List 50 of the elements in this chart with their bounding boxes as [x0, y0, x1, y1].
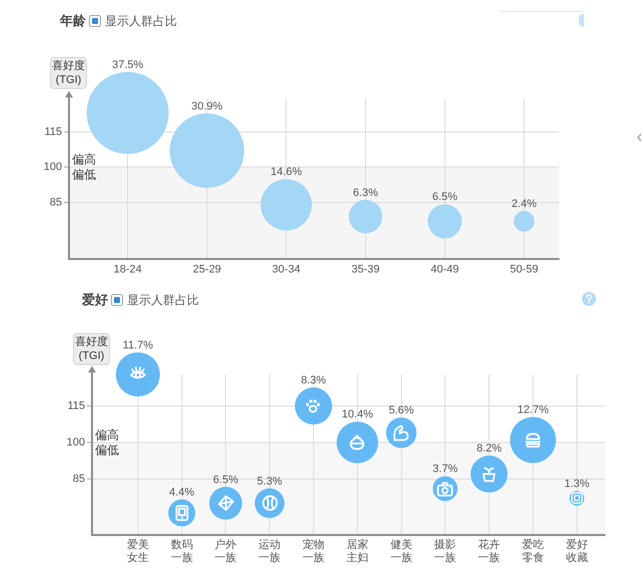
data-label: 11.7%	[122, 339, 154, 352]
y-tick-label: 100	[44, 161, 62, 174]
x-tick-label: 18-24	[114, 263, 142, 276]
x-tick-label: 宠物一族	[302, 538, 324, 564]
data-label: 3.7%	[432, 463, 458, 476]
x-tick-label: 爱好收藏	[566, 538, 588, 564]
x-tick-label: 户外一族	[214, 538, 237, 564]
data-label: 12.7%	[517, 404, 549, 416]
x-tick-label: 25-29	[192, 263, 222, 276]
y-tick-label: 100	[66, 436, 85, 448]
y-tick-label: 85	[50, 196, 62, 208]
x-tick-label: 50-59	[510, 263, 538, 276]
x-tick-label: 数码一族	[170, 539, 193, 564]
data-label: 5.6%	[388, 404, 414, 416]
x-tick-label: 运动一族	[258, 538, 281, 564]
data-label: 8.3%	[300, 374, 326, 386]
band-label: 偏低	[95, 442, 119, 457]
x-tick-label: 居家主妇	[346, 538, 368, 564]
chart-title: 年龄	[60, 13, 86, 29]
data-label: 6.5%	[432, 191, 458, 204]
data-label: 1.3%	[564, 478, 590, 490]
annotation: 偏高	[95, 428, 119, 442]
chart-title: 爱好	[82, 292, 108, 308]
band-label: 偏低	[72, 167, 96, 182]
data-label: 8.2%	[476, 442, 502, 455]
x-tick-label: 40-49	[430, 263, 459, 276]
data-label: 2.4%	[512, 198, 537, 210]
y-tick-label: 115	[67, 400, 85, 412]
x-tick-label: 健美一族	[390, 538, 412, 564]
data-label: 6.3%	[353, 186, 378, 199]
data-label: 6.5%	[213, 474, 238, 486]
x-tick-label: 30-34	[272, 263, 300, 276]
data-label: 30.9%	[191, 100, 223, 112]
data-label: 4.4%	[169, 486, 195, 498]
x-tick-label: 35-39	[351, 263, 380, 276]
y-axis-title: 喜好度 (TGI)	[73, 333, 110, 365]
text: 显示人群占比	[105, 13, 177, 29]
data-label: 14.6%	[270, 166, 302, 178]
y-tick-label: 115	[44, 126, 62, 138]
x-tick-label: 摄影一族	[434, 539, 456, 564]
x-tick-label: 爱美女生	[126, 538, 149, 564]
annotation: 偏高	[72, 152, 96, 166]
y-tick-label: 85	[72, 472, 85, 485]
data-label: 37.5%	[112, 58, 144, 71]
x-tick-label: 爱吃零食	[522, 538, 544, 564]
data-label: 10.4%	[342, 408, 374, 421]
text: 显示人群占比	[127, 292, 199, 308]
y-axis-title: 喜好度 (TGI)	[50, 57, 87, 89]
x-tick-label: 花卉一族	[478, 538, 500, 564]
data-label: 5.3%	[257, 475, 282, 488]
